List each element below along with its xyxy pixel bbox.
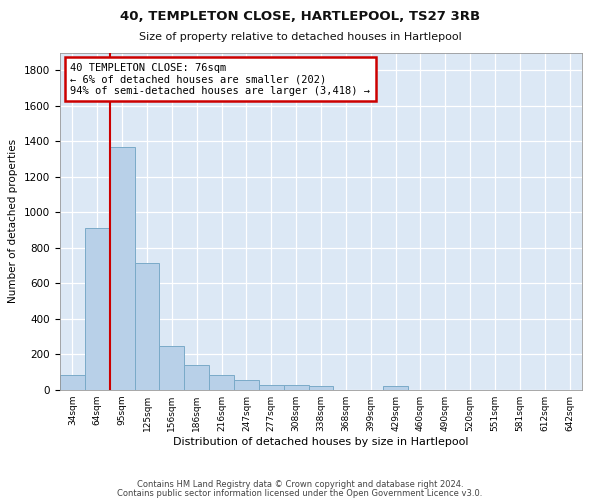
Bar xyxy=(308,386,334,390)
Text: Contains public sector information licensed under the Open Government Licence v3: Contains public sector information licen… xyxy=(118,490,482,498)
Text: Contains HM Land Registry data © Crown copyright and database right 2024.: Contains HM Land Registry data © Crown c… xyxy=(137,480,463,489)
Bar xyxy=(110,146,134,390)
Bar xyxy=(134,263,160,390)
X-axis label: Distribution of detached houses by size in Hartlepool: Distribution of detached houses by size … xyxy=(173,437,469,447)
Bar xyxy=(284,384,308,390)
Bar xyxy=(160,346,184,390)
Bar xyxy=(234,380,259,390)
Bar xyxy=(209,375,234,390)
Bar xyxy=(259,384,284,390)
Text: 40, TEMPLETON CLOSE, HARTLEPOOL, TS27 3RB: 40, TEMPLETON CLOSE, HARTLEPOOL, TS27 3R… xyxy=(120,10,480,23)
Bar xyxy=(85,228,110,390)
Bar xyxy=(383,386,408,390)
Bar xyxy=(60,375,85,390)
Text: 40 TEMPLETON CLOSE: 76sqm
← 6% of detached houses are smaller (202)
94% of semi-: 40 TEMPLETON CLOSE: 76sqm ← 6% of detach… xyxy=(70,62,370,96)
Bar xyxy=(184,365,209,390)
Y-axis label: Number of detached properties: Number of detached properties xyxy=(8,139,19,304)
Text: Size of property relative to detached houses in Hartlepool: Size of property relative to detached ho… xyxy=(139,32,461,42)
